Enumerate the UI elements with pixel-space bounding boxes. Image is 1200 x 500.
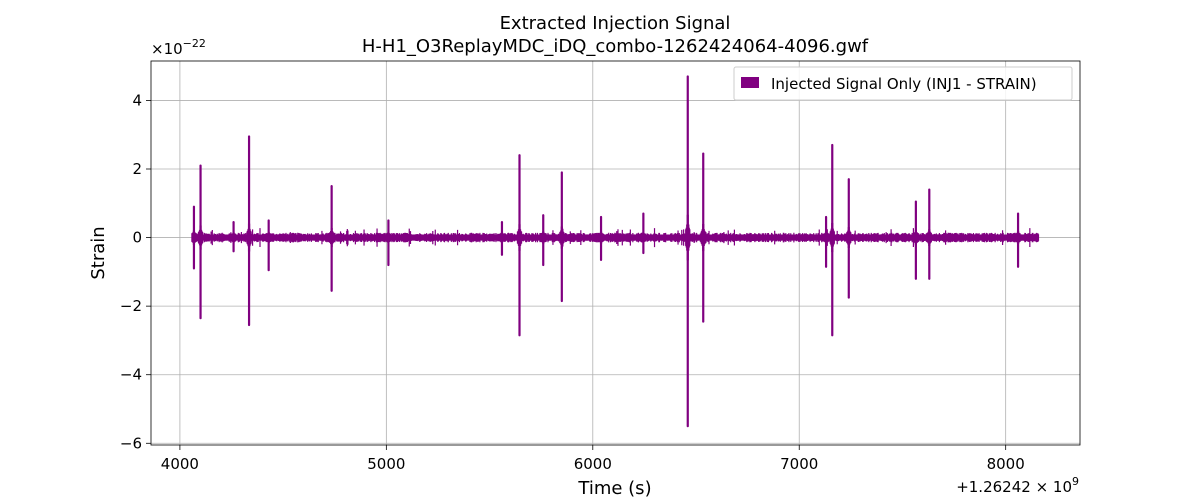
legend-box <box>733 66 1073 101</box>
y-tick-label: −4 <box>120 366 142 384</box>
x-offset-label: +1.26242 × 109 <box>956 475 1079 496</box>
plot-area-frame <box>150 60 1081 446</box>
signal-spike-skirt <box>197 225 204 250</box>
x-axis-label: Time (s) <box>577 478 651 499</box>
x-tick-label: 7000 <box>780 455 818 473</box>
y-tick-label: 0 <box>132 229 142 247</box>
signal-spike-skirt <box>846 227 852 248</box>
y-tick-label: 4 <box>132 91 142 109</box>
signal-spike-skirt <box>823 231 829 244</box>
signal-spike-skirt <box>246 223 252 252</box>
x-offset-times: × 10 <box>1031 478 1072 496</box>
signal-spike-skirt <box>913 229 919 246</box>
y-scale-base: ×10 <box>151 40 183 58</box>
signal-spike-skirt <box>516 224 523 251</box>
signal-spike-skirt <box>926 229 932 246</box>
x-offset-exponent: 9 <box>1072 475 1079 488</box>
signal-spike-skirt <box>640 232 647 243</box>
y-tick-label: 2 <box>132 160 142 178</box>
signal-spike-skirt <box>559 226 565 249</box>
y-tick-label: −6 <box>120 434 142 452</box>
signal-spike-skirt <box>328 227 335 248</box>
series-group <box>191 75 1040 428</box>
chart-subtitle: H-H1_O3ReplayMDC_iDQ_combo-1262424064-40… <box>362 36 869 57</box>
signal-spike-skirt <box>385 232 392 244</box>
x-tick-label: 8000 <box>987 455 1025 473</box>
legend-label: Injected Signal Only (INJ1 - STRAIN) <box>771 75 1037 93</box>
x-tick-label: 4000 <box>161 455 199 473</box>
x-offset-value: +1.26242 <box>956 478 1031 496</box>
series-core-band <box>193 234 1039 241</box>
signal-spike-skirt <box>266 232 272 244</box>
signal-spike-skirt <box>540 231 546 244</box>
signal-spike-skirt <box>191 230 197 245</box>
signal-spike-skirt <box>230 232 237 243</box>
axis-ticks: 4000 5000 6000 7000 8000 −6 −4 −2 0 2 4 <box>120 91 1025 473</box>
signal-spike-skirt <box>1015 231 1021 244</box>
chart-title: Extracted Injection Signal <box>500 13 731 34</box>
signal-spike-skirt <box>598 231 604 244</box>
signal-spike-skirt <box>700 224 706 252</box>
grid-lines <box>151 61 1080 445</box>
legend: Injected Signal Only (INJ1 - STRAIN) <box>733 66 1073 101</box>
y-scale-exponent: −22 <box>183 37 206 50</box>
y-axis-label: Strain <box>88 226 109 279</box>
signal-spike-skirt <box>685 214 691 261</box>
y-scale-label: ×10−22 <box>151 37 206 58</box>
legend-swatch <box>741 77 759 88</box>
signal-spike-skirt <box>829 223 835 253</box>
y-tick-label: −2 <box>120 297 142 315</box>
signal-spike-skirt <box>499 232 505 243</box>
x-tick-label: 6000 <box>574 455 612 473</box>
x-tick-label: 5000 <box>367 455 405 473</box>
